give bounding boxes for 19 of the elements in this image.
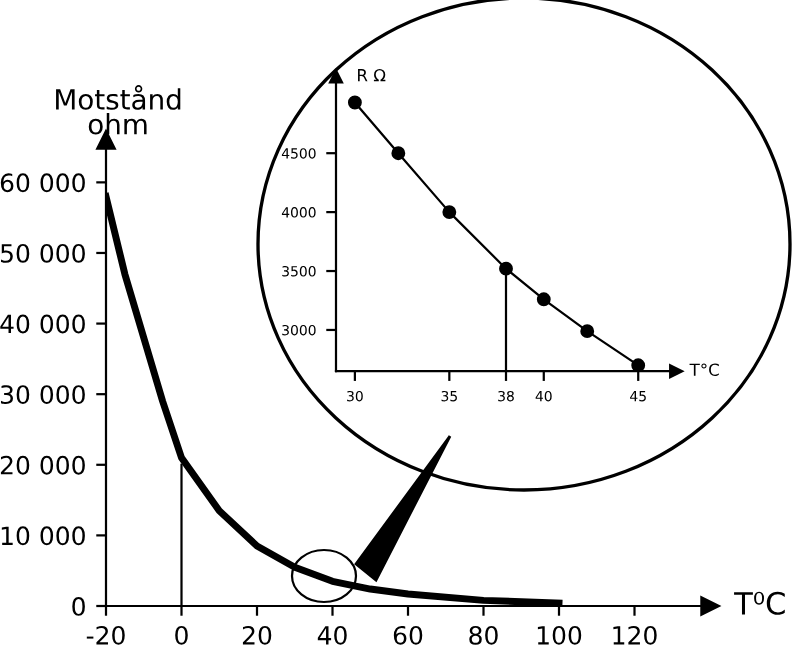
y-tick-label: 40 000 xyxy=(0,314,85,334)
y-tick-label: 0 xyxy=(72,596,85,616)
x-axis-title: T⁰C xyxy=(734,591,785,615)
x-tick-label: 80 xyxy=(469,625,498,645)
y-tick-label: 50 000 xyxy=(1,243,85,263)
x-tick-label: 60 xyxy=(393,625,423,645)
y-tick-label: 10 000 xyxy=(1,526,85,546)
x-tick-label: 40 xyxy=(317,625,347,645)
x-tick-label: 100 xyxy=(537,625,582,645)
y-tick-label: 20 000 xyxy=(0,455,85,475)
y-axis-title: R Ω xyxy=(358,68,386,82)
x-tick-label: 120 xyxy=(613,625,657,645)
x-tick-label: 0 xyxy=(175,625,188,645)
y-tick-label: 60 000 xyxy=(0,173,85,193)
x-tick-label: -20 xyxy=(86,625,125,645)
y-axis-title: Motstånd ohm xyxy=(56,85,181,135)
y-tick-label: 30 000 xyxy=(0,385,85,405)
x-axis-title: T°C xyxy=(689,363,719,377)
x-tick-label: 20 xyxy=(242,625,272,645)
